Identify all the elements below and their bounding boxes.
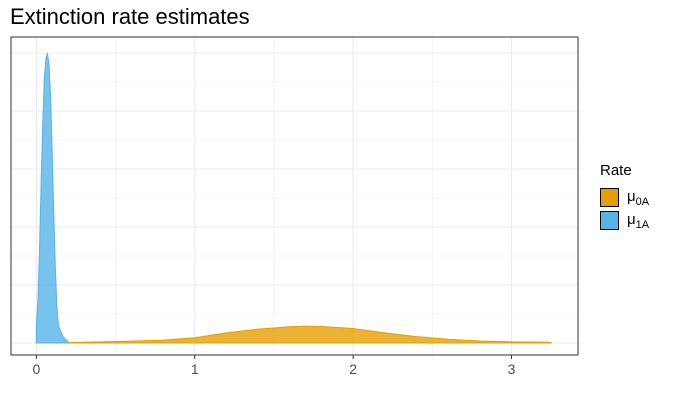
legend-item-mu1a: μ1A xyxy=(600,209,649,232)
legend-item-mu0a: μ0A xyxy=(600,186,649,209)
x-tick-label-3: 3 xyxy=(508,361,516,377)
grid-lines xyxy=(11,37,578,355)
x-tick-label-2: 2 xyxy=(349,361,357,377)
legend-key-mu1a xyxy=(600,211,619,230)
x-tick-label-0: 0 xyxy=(32,361,40,377)
legend-label-mu1a: μ1A xyxy=(627,211,649,231)
density-area-0a xyxy=(52,326,551,343)
legend: Rate μ0A μ1A xyxy=(600,162,649,232)
legend-label-mu0a: μ0A xyxy=(627,188,649,208)
x-tick-label-1: 1 xyxy=(191,361,199,377)
legend-key-mu0a xyxy=(600,188,619,207)
panel-border xyxy=(11,37,578,355)
x-axis: 0 1 2 3 xyxy=(32,355,515,377)
legend-title: Rate xyxy=(600,162,649,179)
